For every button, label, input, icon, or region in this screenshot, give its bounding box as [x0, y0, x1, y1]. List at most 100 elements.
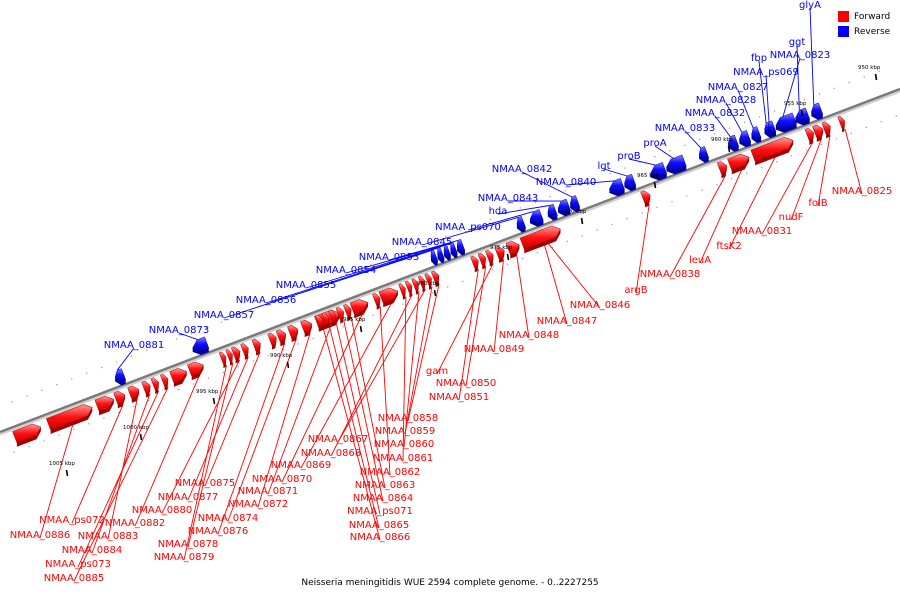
track-dot [758, 116, 761, 118]
gene-arrow-shadow [728, 143, 739, 152]
track-dot [372, 314, 374, 317]
gene-arrow-nmaa-0884 [141, 380, 151, 394]
gene-label-nmaa-0886: NMAA_0886 [10, 530, 71, 541]
gene-arrow-nmaa-0845 [516, 215, 526, 229]
gene-arrow-leua [727, 153, 750, 171]
gene-arrow-shadow [842, 120, 845, 133]
track-dot [252, 360, 255, 362]
track-dot [207, 377, 210, 379]
gene-arrow-shadow [326, 317, 329, 329]
gene-label-nmaa-0868: NMAA_0868 [301, 448, 362, 459]
gene-arrow-shadow [558, 208, 571, 217]
gene-arrow-shadow [768, 128, 776, 137]
track-dot [686, 195, 688, 197]
gene-label-nmaa-0823: NMAA_0823 [770, 50, 831, 61]
gene-arrow-shadow [354, 302, 368, 319]
gene-arrow-shadow [530, 219, 544, 227]
gene-arrow-nmaa-ps070 [529, 209, 544, 224]
leader-line [669, 174, 727, 278]
gene-arrow-shadow [795, 118, 810, 126]
leader-line [343, 320, 384, 502]
gene-arrow-nmaa-ps072 [113, 390, 126, 405]
gene-label-nmaa-0874: NMAA_0874 [198, 513, 259, 524]
leader-line [421, 216, 519, 246]
leader-line [328, 325, 380, 529]
track-dot [462, 280, 464, 282]
track-dot [743, 121, 746, 124]
leader-line [187, 362, 234, 548]
leader-line [758, 60, 767, 123]
track-dot [342, 326, 344, 328]
track-dot [863, 76, 865, 78]
track-dot [519, 207, 521, 209]
track-dot [671, 200, 673, 203]
track-dot [776, 161, 778, 163]
track-dot [11, 401, 13, 403]
gene-arrow-shadow [435, 275, 439, 288]
gene-label-nmaa-0877: NMAA_0877 [158, 492, 219, 503]
gene-label-nmaa-0881: NMAA_0881 [104, 340, 165, 351]
gene-label-nmaa-0854: NMAA_0854 [316, 265, 377, 276]
track-dot [790, 155, 793, 157]
gene-label-ftsk2: ftsK2 [716, 241, 741, 252]
leader-line [267, 324, 332, 495]
track-dot [444, 235, 447, 238]
leader-line [335, 322, 381, 515]
gene-arrow-shadow [319, 319, 324, 332]
scale-tick-label: 985 kbp [343, 317, 366, 323]
gene-arrow-nmaa-0848 [505, 241, 520, 255]
axis-shadow [0, 89, 900, 436]
track-dot [145, 349, 148, 352]
gene-label-nmaa-0849: NMAA_0849 [464, 344, 525, 355]
gene-arrow-folb [821, 121, 831, 135]
leader-line [699, 168, 743, 264]
track-dot [177, 388, 180, 391]
gene-arrow-nmaa-0854 [450, 241, 458, 255]
scale-tick-label: 990 kbp [270, 353, 293, 359]
leader-line [178, 332, 198, 341]
gene-arrow-shadow [570, 204, 580, 213]
gene-arrow-nmaa-0849 [494, 246, 505, 260]
gene-arrow-nmaa-0825 [837, 115, 845, 129]
gene-arrow-lgt [624, 173, 637, 188]
gene-arrow-shadow [510, 244, 520, 259]
gene-arrow-shadow [609, 189, 625, 197]
track-dot [415, 247, 417, 249]
track-dot [731, 178, 733, 180]
gene-arrow-nmaa-0838 [716, 161, 728, 175]
track-dot [549, 195, 551, 198]
genome-caption: Neisseria meningitidis WUE 2594 complete… [301, 578, 599, 588]
scale-tick-label: 1000 kbp [123, 425, 149, 431]
gene-arrow-shadow [429, 278, 432, 290]
track-dot [835, 138, 838, 140]
track-dot [160, 344, 163, 346]
track-dot [491, 269, 494, 271]
gene-arrow-prob [650, 162, 668, 177]
gene-arrow-nmaa-0877 [240, 343, 249, 357]
gene-label-nmaa-0863: NMAA_0863 [355, 480, 416, 491]
gene-arrow-nmaa-0842 [569, 195, 581, 209]
gene-arrow-shadow [409, 285, 412, 298]
leader-line [765, 74, 770, 122]
scale-tick [212, 397, 216, 405]
gene-label-nmaa-0851: NMAA_0851 [429, 392, 490, 403]
track-dot [489, 218, 492, 221]
gene-arrow-shadow [731, 157, 750, 175]
scale-tick [433, 289, 437, 297]
track-dot [133, 406, 135, 408]
gene-arrow-shadow [402, 288, 406, 300]
gene-arrow-nmaa-0832 [727, 134, 740, 149]
gene-label-nmaa-0876: NMAA_0876 [188, 526, 249, 537]
gene-label-nmaa-0855: NMAA_0855 [276, 280, 337, 291]
leader-line [458, 268, 479, 401]
gene-label-nmaa-0831: NMAA_0831 [732, 226, 793, 237]
gene-label-proa: proA [643, 138, 666, 149]
gene-label-folb: folB [808, 198, 827, 209]
track-dot [641, 212, 643, 214]
track-dot [116, 361, 118, 363]
leader-line [543, 243, 568, 325]
leader-line [257, 332, 311, 508]
track-dot [235, 315, 237, 317]
track-dot [596, 229, 598, 231]
gene-label-nmaa-0873: NMAA_0873 [149, 325, 210, 336]
